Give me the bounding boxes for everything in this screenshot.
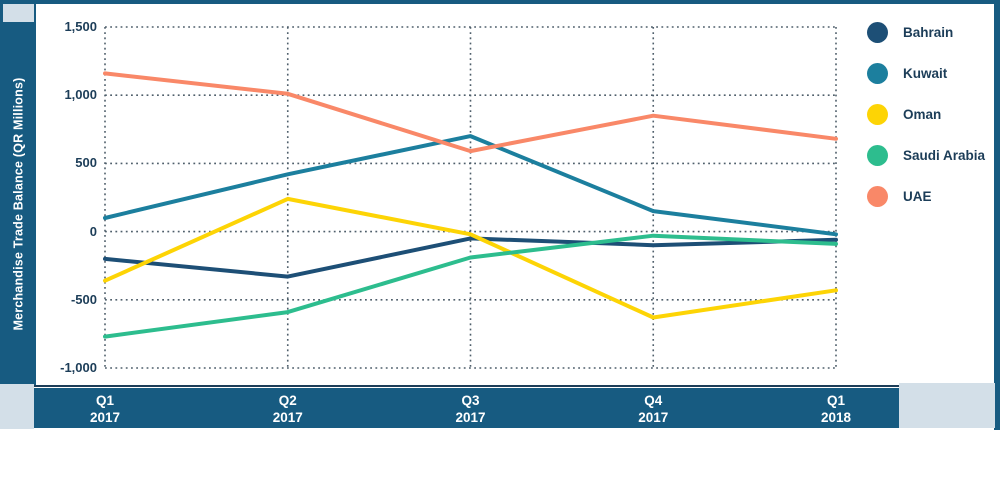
legend-item-uae[interactable]: UAE [867, 186, 985, 207]
y-tick-label--1000: -1,000 [60, 360, 97, 375]
x-axis-band [34, 388, 899, 428]
series-line-oman [103, 196, 838, 320]
right-accent-bar [994, 0, 1000, 430]
y-axis-title-sidebar [0, 4, 36, 386]
x-tick-quarter: Q4 [644, 393, 663, 408]
x-tick-label-q3-2017: Q3 2017 [455, 392, 485, 426]
x-tick-quarter: Q3 [461, 393, 480, 408]
bottom-right-corner-block [899, 383, 995, 428]
legend-item-kuwait[interactable]: Kuwait [867, 63, 985, 84]
legend-item-saudi-arabia[interactable]: Saudi Arabia [867, 145, 985, 166]
chart-legend: Bahrain Kuwait Oman Saudi Arabia UAE [867, 22, 985, 227]
legend-item-label: Oman [903, 107, 942, 122]
bottom-left-corner-block [0, 384, 34, 429]
x-tick-year: 2017 [89, 410, 121, 425]
legend-color-dot-icon [867, 145, 888, 166]
legend-item-label: Bahrain [903, 25, 954, 40]
y-tick-label--500: -500 [70, 291, 97, 307]
top-accent-bar [0, 0, 1000, 4]
y-tick-label-0: 0 [89, 223, 97, 239]
series-line-saudi-arabia [103, 233, 838, 339]
x-tick-label-q4-2017: Q4 2017 [638, 392, 668, 426]
series-line-uae [103, 71, 838, 154]
legend-item-bahrain[interactable]: Bahrain [867, 22, 985, 43]
legend-color-dot-icon [867, 104, 888, 125]
x-tick-year: 2017 [638, 410, 669, 425]
y-tick-label-1500: 1,500 [64, 19, 97, 34]
y-tick-label-500: 500 [75, 155, 97, 171]
legend-item-label: Kuwait [903, 66, 948, 81]
series-line-kuwait [103, 134, 838, 237]
top-left-corner-block [3, 4, 34, 22]
x-tick-label-q2-2017: Q2 2017 [273, 392, 303, 426]
legend-color-dot-icon [867, 63, 888, 84]
x-tick-year: 2017 [455, 410, 486, 425]
legend-item-label: Saudi Arabia [903, 148, 986, 163]
x-tick-quarter: Q1 [826, 393, 846, 408]
x-tick-label-q1-2018: Q1 2018 [821, 392, 851, 426]
legend-item-label: UAE [903, 189, 932, 204]
plot-baseline-rule [34, 385, 899, 387]
legend-color-dot-icon [867, 186, 888, 207]
legend-color-dot-icon [867, 22, 888, 43]
x-tick-year: 2018 [820, 410, 852, 425]
x-tick-quarter: Q2 [278, 393, 297, 408]
x-tick-year: 2017 [272, 410, 303, 425]
y-tick-label-1000: 1,000 [64, 87, 97, 103]
x-tick-label-q1-2017: Q1 2017 [90, 392, 120, 426]
legend-item-oman[interactable]: Oman [867, 104, 985, 125]
x-tick-quarter: Q1 [95, 393, 115, 408]
series-line-bahrain [103, 236, 838, 279]
